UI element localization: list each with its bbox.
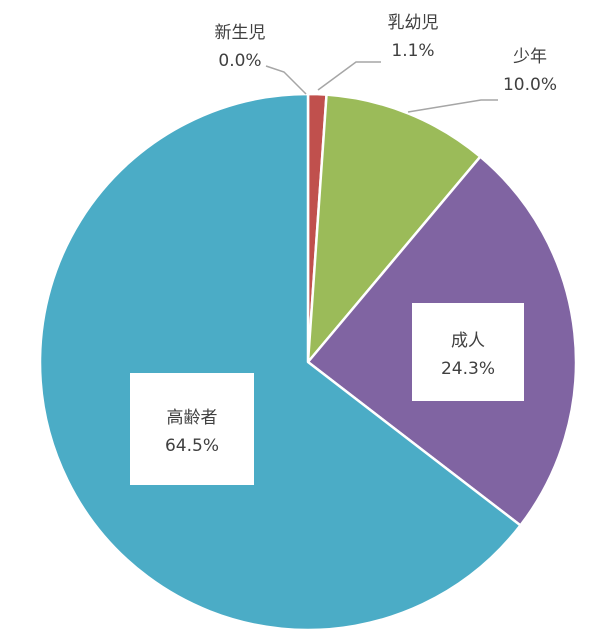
slice-4-category-label: 成人 [451,331,485,351]
slice-3-category-label: 少年 [513,47,547,67]
slice-5-label-box [130,373,254,485]
slice-4-value-label: 24.3% [441,359,495,379]
slice-labels: 新生児 0.0% 乳幼児 1.1% 少年 10.0% 成人 24.3% 高齢者 64.5% [130,13,557,485]
slice-3-value-label: 10.0% [503,75,557,95]
slice-1-value-label: 0.0% [218,51,261,71]
slice-1-category-label: 新生児 [215,23,266,43]
slice-5-value-label: 64.5% [165,436,219,456]
slice-2-category-label: 乳幼児 [388,13,439,33]
slice-2-value-label: 1.1% [391,41,434,61]
slice-3 [306,93,482,364]
slice-3-leader-line [407,99,498,113]
slice-4-label-box [412,303,524,401]
slice-5-category-label: 高齢者 [167,408,218,428]
slice-1-leader-line [265,65,307,95]
slice-5 [38,92,522,632]
slice-2-leader-line [317,61,381,91]
leader-lines [265,61,498,113]
